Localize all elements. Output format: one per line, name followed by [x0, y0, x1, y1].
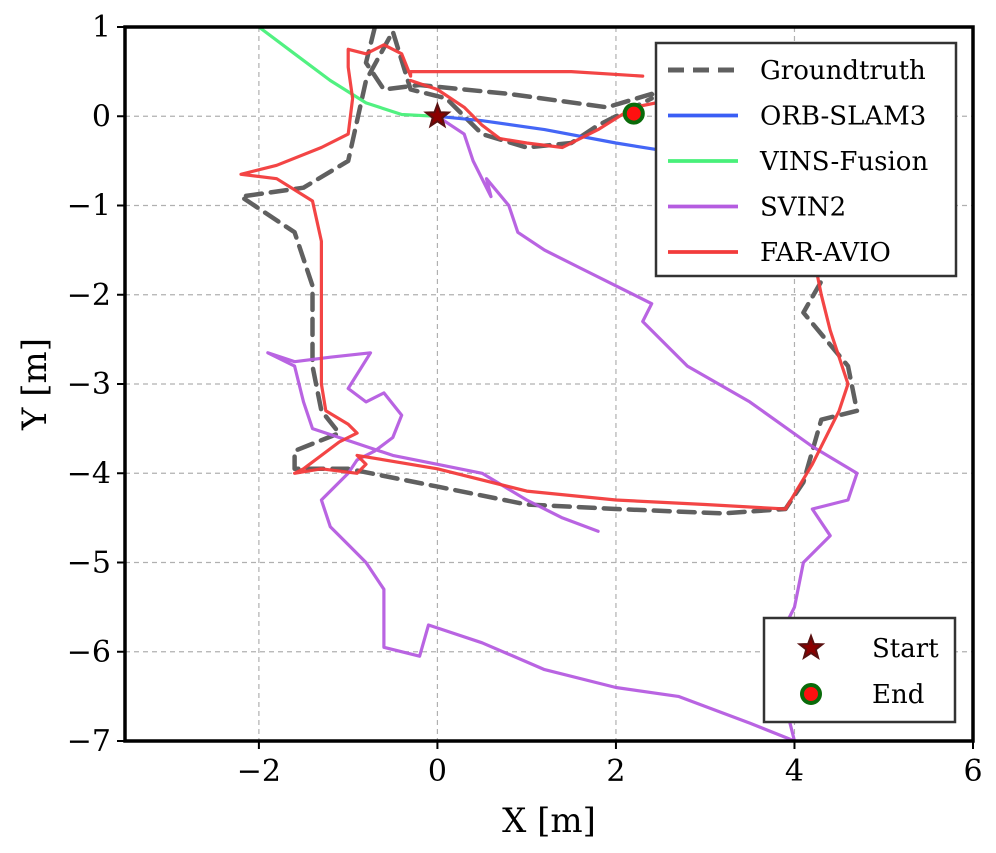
legend-main: Groundtruth ORB-SLAM3 VINS-Fusion SVIN2 FAR-…	[654, 41, 958, 278]
y-tick-label: −7	[67, 724, 111, 759]
legend-label-start: Start	[872, 634, 939, 664]
y-tick-label: −2	[67, 278, 111, 313]
marker-layer	[423, 101, 645, 129]
x-tick-label: −2	[237, 754, 281, 789]
x-tick-label: 2	[606, 754, 625, 789]
end-circle-marker	[622, 102, 645, 125]
legend-label-end: End	[872, 680, 924, 710]
legend-label-groundtruth: Groundtruth	[760, 56, 926, 86]
series-vins-fusion-line	[257, 27, 439, 118]
legend-label-vins-fusion: VINS-Fusion	[759, 147, 928, 177]
legend-label-far-avio: FAR-AVIO	[760, 238, 891, 268]
x-axis-label: X [m]	[502, 801, 596, 841]
end-circle-legend	[800, 683, 822, 705]
x-tick-label: 6	[963, 754, 982, 789]
start-star-legend	[796, 633, 826, 661]
series-svin2-line	[266, 114, 859, 741]
legend-label-svin2: SVIN2	[760, 193, 846, 223]
y-tick-label: −6	[67, 635, 111, 670]
y-tick-label: −4	[67, 456, 111, 491]
y-axis-label: Y [m]	[15, 338, 55, 431]
legend-label-orb-slam3: ORB-SLAM3	[760, 102, 926, 132]
y-tick-label: −1	[67, 189, 111, 224]
x-tick-label: 0	[428, 754, 447, 789]
y-tick-label: 0	[92, 99, 111, 134]
y-tick-label: 1	[92, 10, 111, 45]
start-star-marker	[423, 101, 452, 129]
y-tick-label: −5	[67, 546, 111, 581]
axis-ticks: −2 0 2 4 6 1 0 −1 −2 −3 −4 −5 −6 −7	[67, 10, 983, 789]
legend-markers-box	[762, 616, 957, 724]
y-tick-label: −3	[67, 367, 111, 402]
series-orb-slam3-line	[435, 114, 663, 152]
legend-markers: Start End	[762, 616, 957, 724]
x-tick-label: 4	[785, 754, 804, 789]
